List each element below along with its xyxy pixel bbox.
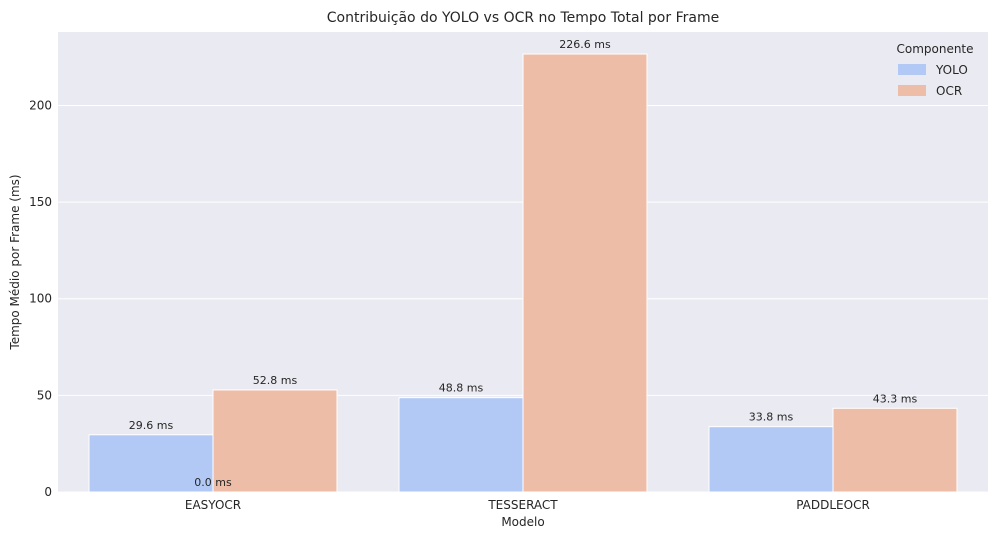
bar-yolo-easyocr — [88, 434, 214, 493]
data-label-yolo-paddleocr: 33.8 ms — [749, 411, 794, 424]
y-tick-label-3: 150 — [29, 195, 52, 209]
bar-ocr-paddleocr — [832, 407, 958, 493]
y-tick-label-1: 50 — [37, 388, 52, 402]
bar-ocr-tesseract — [522, 53, 648, 493]
legend-label-ocr: OCR — [936, 84, 962, 98]
data-label-yolo-easyocr: 29.6 ms — [129, 419, 174, 432]
x-tick-label-paddleocr: PADDLEOCR — [796, 498, 870, 512]
bar-yolo-tesseract — [398, 397, 524, 493]
bar-yolo-paddleocr — [708, 426, 834, 493]
y-tick-label-0: 0 — [44, 485, 52, 499]
legend: Componente YOLO OCR — [896, 42, 973, 98]
x-tick-label-easyocr: EASYOCR — [185, 498, 241, 512]
legend-label-yolo: YOLO — [935, 63, 968, 77]
data-label-ocr-tesseract: 226.6 ms — [559, 38, 611, 51]
x-axis-label: Modelo — [501, 515, 544, 529]
data-label-yolo-tesseract: 48.8 ms — [439, 382, 484, 395]
y-axis-ticks: 0 50 100 150 200 — [29, 98, 52, 499]
legend-swatch-ocr — [898, 85, 926, 96]
data-labels: 29.6 ms 52.8 ms 48.8 ms 226.6 ms 33.8 ms 43.3… — [129, 38, 918, 489]
y-tick-label-4: 200 — [29, 98, 52, 112]
y-tick-label-2: 100 — [29, 292, 52, 306]
data-label-ocr-easyocr: 52.8 ms — [253, 374, 298, 387]
data-label-extra: 0.0 ms — [194, 476, 232, 489]
legend-title: Componente — [896, 42, 973, 56]
x-tick-label-tesseract: TESSERACT — [487, 498, 558, 512]
x-axis-ticks: EASYOCR TESSERACT PADDLEOCR — [185, 498, 870, 512]
bars — [88, 53, 958, 493]
y-axis-label: Tempo Médio por Frame (ms) — [8, 174, 22, 350]
legend-swatch-yolo — [898, 64, 926, 75]
data-label-ocr-paddleocr: 43.3 ms — [873, 392, 918, 405]
chart-title: Contribuição do YOLO vs OCR no Tempo Tot… — [327, 10, 719, 26]
bar-ocr-easyocr — [212, 389, 338, 493]
